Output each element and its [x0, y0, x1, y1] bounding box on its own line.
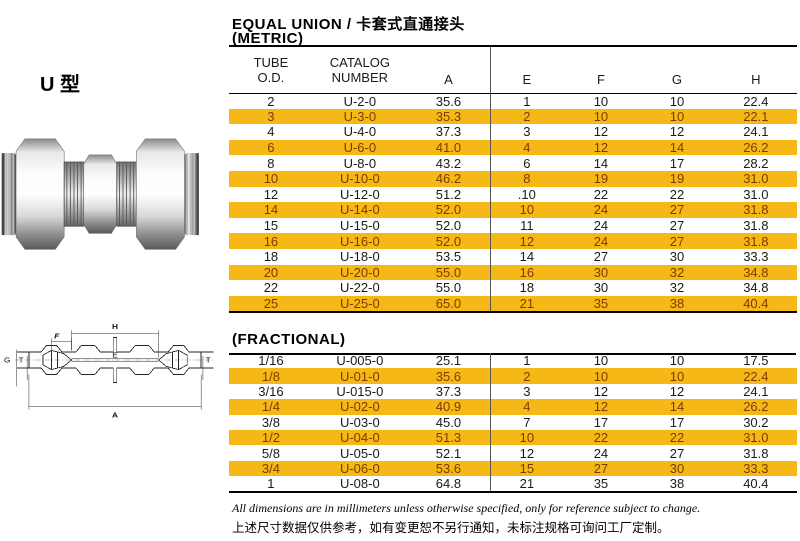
- svg-text:T: T: [19, 356, 24, 365]
- svg-text:E: E: [112, 351, 118, 360]
- svg-text:F: F: [54, 332, 60, 341]
- svg-text:A: A: [112, 411, 118, 420]
- svg-text:H: H: [112, 322, 118, 331]
- svg-text:T: T: [206, 356, 211, 365]
- svg-text:G: G: [4, 356, 10, 365]
